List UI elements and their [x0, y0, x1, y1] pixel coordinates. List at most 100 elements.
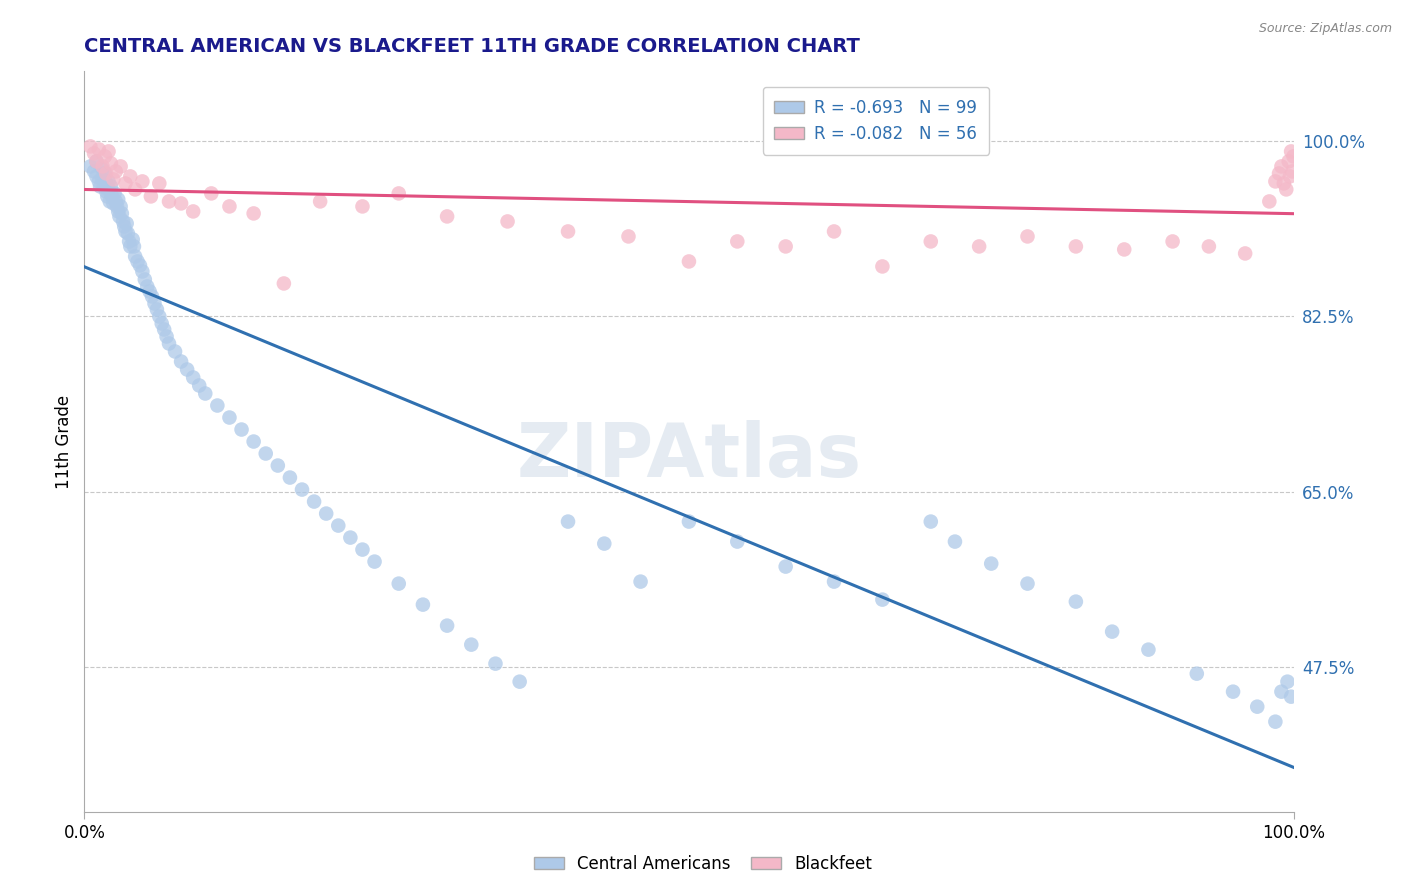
- Legend: Central Americans, Blackfeet: Central Americans, Blackfeet: [527, 848, 879, 880]
- Point: [291, 483, 314, 497]
- Point: [1258, 194, 1281, 209]
- Point: [115, 216, 138, 230]
- Point: [104, 164, 127, 178]
- Point: [117, 227, 139, 241]
- Point: [94, 166, 117, 180]
- Point: [141, 289, 163, 303]
- Point: [254, 446, 277, 460]
- Point: [1185, 666, 1208, 681]
- Point: [150, 317, 173, 331]
- Point: [165, 344, 187, 359]
- Text: Source: ZipAtlas.com: Source: ZipAtlas.com: [1258, 22, 1392, 36]
- Point: [101, 189, 124, 203]
- Y-axis label: 11th Grade: 11th Grade: [55, 394, 73, 489]
- Point: [872, 592, 894, 607]
- Point: [138, 285, 160, 299]
- Point: [775, 559, 797, 574]
- Point: [436, 210, 458, 224]
- Point: [157, 194, 180, 209]
- Point: [181, 370, 204, 384]
- Point: [484, 657, 506, 671]
- Point: [1064, 239, 1087, 253]
- Point: [352, 542, 374, 557]
- Point: [94, 149, 117, 163]
- Point: [1275, 182, 1298, 196]
- Point: [207, 399, 229, 413]
- Point: [114, 177, 136, 191]
- Text: CENTRAL AMERICAN VS BLACKFEET 11TH GRADE CORRELATION CHART: CENTRAL AMERICAN VS BLACKFEET 11TH GRADE…: [84, 37, 860, 56]
- Point: [91, 172, 114, 186]
- Point: [980, 557, 1002, 571]
- Point: [920, 515, 942, 529]
- Point: [460, 638, 482, 652]
- Point: [593, 536, 616, 550]
- Point: [79, 139, 101, 153]
- Point: [496, 214, 519, 228]
- Point: [118, 235, 141, 249]
- Point: [557, 515, 579, 529]
- Point: [112, 214, 135, 228]
- Point: [872, 260, 894, 274]
- Point: [1017, 576, 1039, 591]
- Point: [120, 169, 142, 184]
- Point: [83, 164, 105, 178]
- Point: [678, 254, 700, 268]
- Point: [242, 434, 264, 449]
- Point: [1246, 699, 1268, 714]
- Point: [242, 206, 264, 220]
- Point: [122, 239, 145, 253]
- Point: [108, 210, 131, 224]
- Point: [79, 160, 101, 174]
- Point: [86, 154, 108, 169]
- Point: [725, 235, 748, 249]
- Point: [107, 193, 129, 207]
- Point: [630, 574, 652, 589]
- Point: [302, 494, 325, 508]
- Point: [139, 189, 162, 203]
- Point: [1264, 174, 1286, 188]
- Point: [155, 329, 177, 343]
- Point: [1270, 684, 1292, 698]
- Point: [86, 169, 108, 184]
- Point: [1101, 624, 1123, 639]
- Point: [218, 410, 240, 425]
- Point: [107, 204, 129, 219]
- Point: [823, 574, 845, 589]
- Point: [110, 160, 132, 174]
- Point: [111, 206, 134, 220]
- Text: ZIPAtlas: ZIPAtlas: [516, 420, 862, 493]
- Point: [93, 179, 115, 194]
- Point: [120, 239, 142, 253]
- Point: [1279, 690, 1302, 704]
- Point: [436, 618, 458, 632]
- Point: [278, 470, 301, 484]
- Point: [100, 156, 122, 170]
- Point: [1137, 642, 1160, 657]
- Point: [1272, 177, 1295, 191]
- Point: [920, 235, 942, 249]
- Point: [1270, 160, 1292, 174]
- Point: [1222, 684, 1244, 698]
- Point: [97, 182, 120, 196]
- Point: [775, 239, 797, 253]
- Point: [617, 229, 640, 244]
- Point: [200, 186, 222, 201]
- Point: [86, 154, 108, 169]
- Point: [94, 177, 117, 191]
- Point: [315, 507, 337, 521]
- Point: [557, 224, 579, 238]
- Point: [146, 302, 169, 317]
- Point: [273, 277, 295, 291]
- Point: [131, 264, 153, 278]
- Point: [1278, 154, 1301, 169]
- Point: [363, 555, 385, 569]
- Point: [96, 189, 118, 203]
- Point: [188, 378, 211, 392]
- Point: [309, 194, 332, 209]
- Point: [1064, 594, 1087, 608]
- Point: [83, 146, 105, 161]
- Point: [181, 204, 204, 219]
- Point: [339, 531, 361, 545]
- Point: [1281, 164, 1303, 178]
- Point: [157, 336, 180, 351]
